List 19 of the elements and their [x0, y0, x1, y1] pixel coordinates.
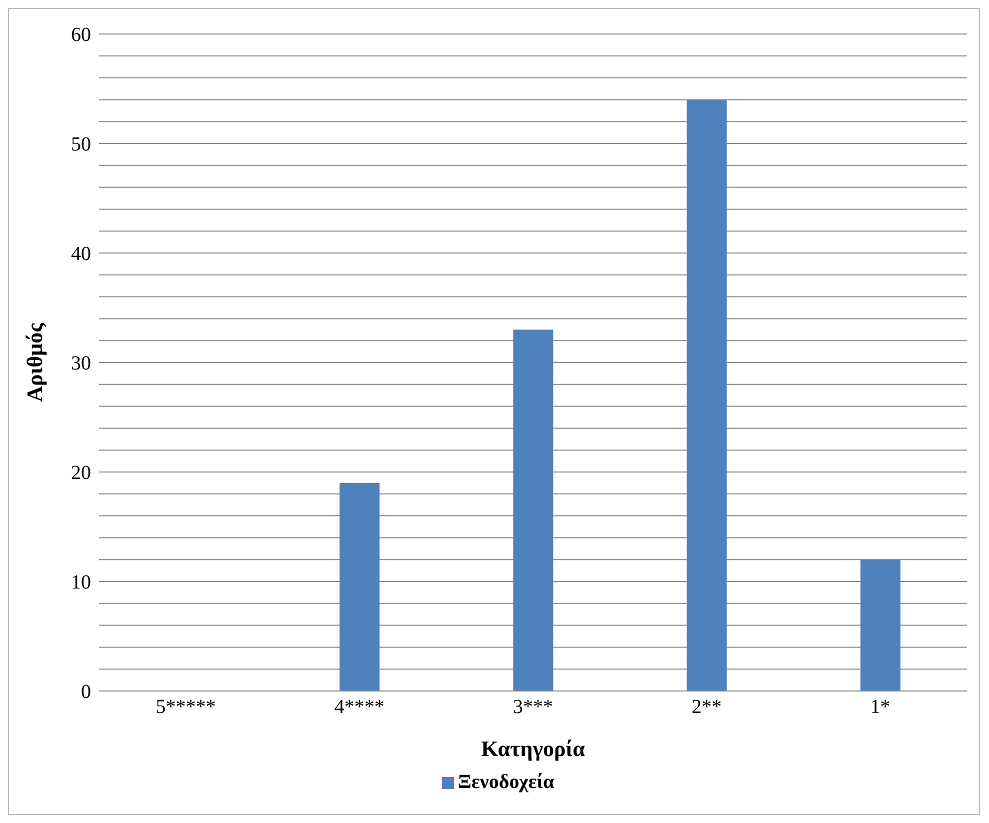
y-tick-label: 40: [71, 243, 91, 266]
y-tick-label: 50: [71, 134, 91, 156]
x-tick-label: 3***: [513, 696, 553, 718]
y-axis-title: Αριθμός: [22, 322, 47, 402]
x-axis-title: Κατηγορία: [481, 736, 586, 761]
bar: [686, 100, 727, 691]
x-tick-label: 2**: [692, 696, 722, 718]
x-tick-label: 4****: [334, 696, 384, 718]
x-tick-label: 5*****: [156, 696, 216, 718]
y-tick-label: 60: [71, 24, 91, 46]
bar: [860, 560, 900, 691]
y-tick-label: 30: [71, 352, 91, 375]
x-tick-label: 1*: [870, 696, 890, 718]
y-tick-label: 0: [81, 681, 91, 704]
bar: [513, 330, 554, 691]
legend-label: Ξενοδοχεία: [458, 771, 554, 793]
y-tick-label: 20: [71, 462, 91, 484]
y-tick-label: 10: [71, 572, 91, 594]
bar: [340, 482, 380, 691]
